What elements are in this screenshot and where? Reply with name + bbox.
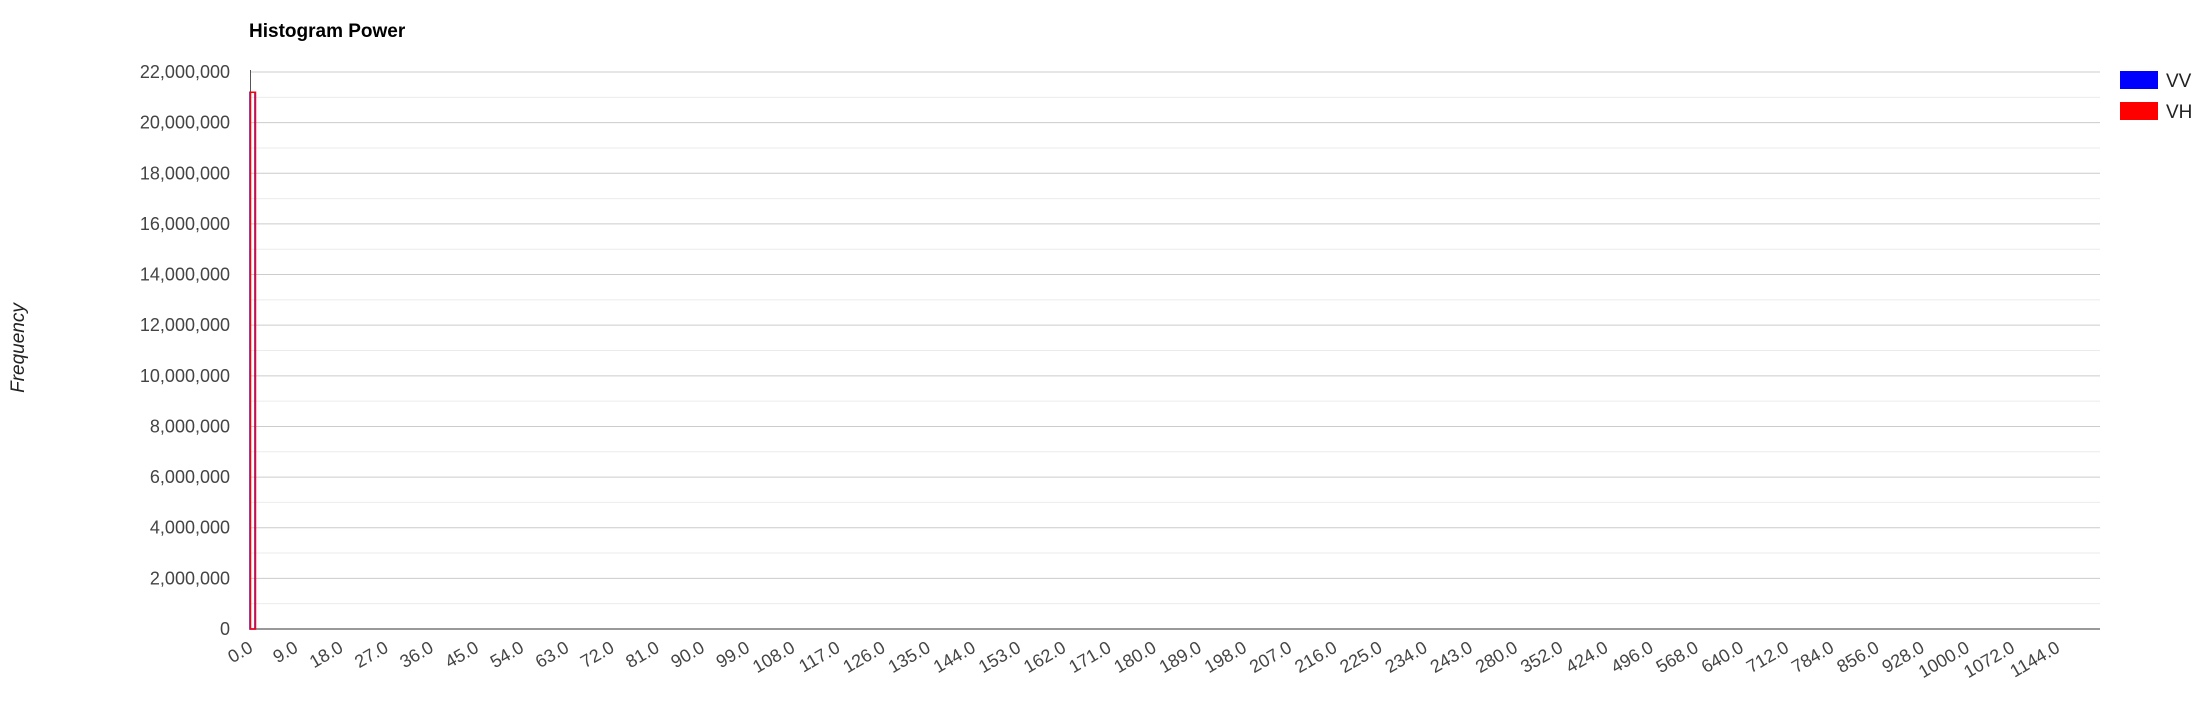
- bars: [249, 91, 257, 630]
- chart-title: Histogram Power: [249, 21, 406, 42]
- legend: VV VH: [2120, 71, 2192, 123]
- x-tick-label: 225.0: [1336, 637, 1385, 677]
- x-tick-label: 153.0: [975, 637, 1024, 677]
- x-tick-label: 99.0: [713, 637, 753, 672]
- x-tick-label: 54.0: [487, 637, 527, 672]
- legend-swatch-vh: [2120, 102, 2158, 120]
- x-tick-label: 90.0: [667, 637, 707, 672]
- y-tick-label: 2,000,000: [150, 568, 230, 588]
- x-tick-label: 216.0: [1291, 637, 1340, 677]
- x-tick-label: 568.0: [1653, 637, 1702, 677]
- y-tick-label: 6,000,000: [150, 467, 230, 487]
- x-tick-label: 108.0: [749, 637, 798, 677]
- x-tick-label: 9.0: [269, 637, 301, 667]
- y-tick-label: 12,000,000: [140, 315, 230, 335]
- x-tick-label: 424.0: [1562, 637, 1611, 677]
- y-tick-label: 22,000,000: [140, 62, 230, 82]
- x-tick-label: 117.0: [795, 637, 843, 676]
- x-tick-label: 784.0: [1788, 637, 1837, 677]
- legend-label-vv: VV: [2166, 71, 2192, 92]
- x-tick-label: 234.0: [1382, 637, 1431, 677]
- y-tick-label: 10,000,000: [140, 366, 230, 386]
- x-tick-label: 171.0: [1065, 637, 1114, 677]
- x-tick-label: 72.0: [577, 637, 617, 672]
- bar-vh: [249, 91, 257, 630]
- x-axis-ticks: 0.0 9.0 18.0 27.0 36.0 45.0 54.0 63.0 72.0 81.0 90…: [224, 637, 2063, 682]
- x-tick-label: 1072.0: [1960, 637, 2018, 682]
- x-tick-label: 189.0: [1156, 637, 1205, 677]
- y-tick-label: 16,000,000: [140, 214, 230, 234]
- x-tick-label: 81.0: [622, 637, 662, 672]
- x-tick-label: 352.0: [1517, 637, 1566, 677]
- y-axis-label: Frequency: [8, 302, 29, 393]
- x-tick-label: 36.0: [396, 637, 436, 672]
- x-tick-label: 640.0: [1698, 637, 1747, 677]
- x-tick-label: 180.0: [1111, 637, 1160, 677]
- x-tick-label: 18.0: [306, 637, 346, 672]
- x-tick-label: 1144.0: [2007, 637, 2064, 681]
- x-tick-label: 162.0: [1020, 637, 1069, 677]
- legend-label-vh: VH: [2166, 102, 2192, 123]
- y-tick-label: 8,000,000: [150, 416, 230, 436]
- x-tick-label: 126.0: [839, 637, 888, 677]
- x-tick-label: 27.0: [351, 637, 391, 672]
- y-tick-label: 0: [220, 619, 230, 639]
- x-tick-label: 280.0: [1472, 637, 1521, 677]
- gridlines: [250, 70, 2100, 630]
- x-tick-label: 45.0: [442, 637, 482, 672]
- legend-swatch-vv: [2120, 71, 2158, 89]
- x-tick-label: 712.0: [1743, 637, 1792, 677]
- x-tick-label: 856.0: [1833, 637, 1882, 677]
- x-tick-label: 63.0: [532, 637, 572, 672]
- y-tick-label: 14,000,000: [140, 265, 230, 285]
- y-tick-label: 20,000,000: [140, 113, 230, 133]
- x-tick-label: 207.0: [1246, 637, 1295, 677]
- y-axis-ticks: 0 2,000,000 4,000,000 6,000,000 8,000,000 10,…: [140, 62, 230, 639]
- x-tick-label: 496.0: [1607, 637, 1656, 677]
- x-tick-label: 243.0: [1427, 637, 1476, 677]
- x-tick-label: 144.0: [930, 637, 979, 677]
- x-tick-label: 1000.0: [1915, 637, 1973, 682]
- x-tick-label: 0.0: [224, 637, 256, 667]
- x-tick-label: 198.0: [1201, 637, 1250, 677]
- y-tick-label: 4,000,000: [150, 518, 230, 538]
- y-tick-label: 18,000,000: [140, 163, 230, 183]
- x-tick-label: 135.0: [885, 637, 934, 677]
